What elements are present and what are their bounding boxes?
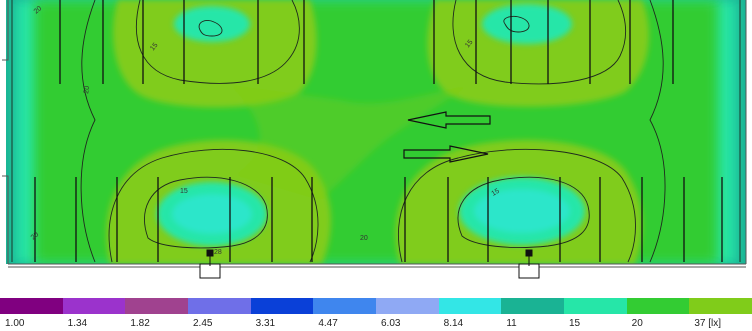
legend-tick-label: 11	[506, 318, 517, 329]
legend-tick-label: 8.14	[443, 318, 464, 329]
contour-top-left-peak	[198, 19, 223, 37]
room-outline	[2, 0, 747, 268]
contour-label: 20	[33, 5, 44, 15]
contour-label: 20	[360, 235, 368, 242]
contour-label: 15	[491, 188, 501, 198]
peak-top-right	[482, 4, 572, 44]
legend-tick-label: 1.34	[67, 318, 88, 329]
legend-tick-label: 3.31	[255, 318, 276, 329]
contour-top-right	[452, 0, 627, 85]
legend-swatch	[250, 298, 314, 314]
door-marker-left	[199, 249, 221, 279]
peak-top-left	[174, 6, 250, 42]
legend-swatch	[438, 298, 502, 314]
legend-swatch	[376, 298, 440, 314]
arrow-right-icon	[403, 145, 489, 163]
legend-swatch	[501, 298, 565, 314]
legend-swatch	[564, 298, 628, 314]
core-bottom-left	[172, 194, 252, 234]
legend-swatch	[0, 298, 64, 314]
peak-zones	[157, 4, 585, 246]
luminaire-bars	[34, 0, 723, 262]
contour-outer	[11, 0, 741, 262]
zone-top-left	[113, 0, 317, 108]
door-marker-right	[518, 249, 540, 279]
legend-swatch	[188, 298, 252, 314]
left-wall-lower	[2, 175, 9, 264]
legend-tick-label: 20	[631, 318, 643, 329]
legend-swatch	[313, 298, 377, 314]
illuminance-plot: 15 20 15 20 15 15 20 28 20	[2, 0, 747, 279]
contour-label: 28	[214, 249, 222, 256]
zone-center	[230, 85, 470, 200]
legend-tick-label: 6.03	[381, 318, 401, 329]
contour-left-wave	[80, 0, 96, 263]
legend-tick-label: 2.45	[193, 318, 213, 329]
illuminance-color-scale: 1.00 1.34 1.82 2.45 3.31 4.47 6.03 8.14 11 15 20 37…	[0, 298, 752, 331]
legend-tick-label: 37 [lx]	[694, 318, 722, 329]
contour-label: 15	[180, 188, 188, 195]
contour-label: 15	[464, 39, 474, 50]
contour-label: 15	[149, 42, 159, 53]
contour-label: 20	[30, 231, 41, 241]
arrow-left-icon	[407, 111, 491, 129]
legend-tick-label: 4.47	[318, 318, 338, 329]
legend-tick-label: 1.82	[130, 318, 150, 329]
contour-bottom-right-inner	[457, 176, 590, 248]
contour-bottom-left-outer	[108, 148, 319, 263]
legend-swatch	[626, 298, 690, 314]
legend-tick-label: 15	[569, 318, 581, 329]
contour-top-left	[136, 0, 300, 84]
legend-swatch	[125, 298, 189, 314]
legend-swatch	[689, 298, 752, 314]
contour-right-wave	[649, 0, 666, 263]
left-wall	[2, 0, 9, 61]
high-illuminance-zones	[106, 0, 649, 264]
contour-lines	[11, 0, 741, 263]
contour-top-right-peak	[503, 15, 530, 33]
peak-cores	[172, 189, 570, 234]
legend-swatch	[62, 298, 126, 314]
contour-label: 20	[83, 85, 91, 94]
core-bottom-right	[474, 189, 570, 233]
legend-tick-label: 1.00	[5, 318, 25, 329]
